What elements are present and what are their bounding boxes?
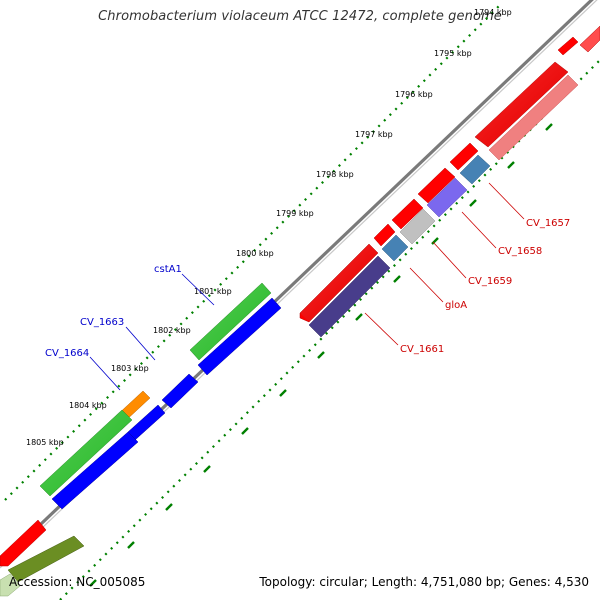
tick-label: 1805 kbp — [26, 438, 64, 447]
major-ticks — [89, 123, 553, 587]
tick-label: 1802 kbp — [153, 326, 191, 335]
accession-label: Accession: NC_005085 — [9, 575, 146, 589]
cds-forward-4[interactable] — [417, 167, 456, 204]
cds-reverse-9[interactable] — [7, 535, 85, 583]
tick-label: 1796 kbp — [395, 90, 433, 99]
tick-labels: 1794 kbp 1795 kbp 1796 kbp 1797 kbp 1798… — [26, 8, 512, 447]
tick-label: 1795 kbp — [434, 49, 472, 58]
tick-label: 1798 kbp — [316, 170, 354, 179]
tick-label: 1794 kbp — [474, 8, 512, 17]
gene-label-CV_1663[interactable]: CV_1663 — [80, 317, 124, 328]
tick-label: 1797 kbp — [355, 130, 393, 139]
cds-forward-5[interactable] — [391, 198, 424, 230]
cds-class-7[interactable] — [308, 255, 391, 338]
cds-class-3[interactable] — [459, 154, 491, 185]
map-title: Chromobacterium violaceum ATCC 12472, co… — [98, 9, 502, 24]
gene-label-gloA[interactable]: gloA — [445, 300, 467, 311]
cds-class-2[interactable] — [488, 74, 579, 161]
genome-summary: Topology: circular; Length: 4,751,080 bp… — [259, 575, 589, 589]
cds-reverse-7[interactable] — [51, 431, 139, 510]
gene-label-CV_1657[interactable]: CV_1657 — [526, 218, 570, 229]
cds-forward-1[interactable] — [557, 36, 579, 56]
reverse-gene-labels — [364, 182, 525, 346]
cds-highlight — [40, 62, 568, 496]
forward-class-track — [308, 25, 600, 338]
gene-label-CV_1658[interactable]: CV_1658 — [498, 246, 542, 257]
tick-label: 1803 kbp — [111, 364, 149, 373]
cds-reverse-2[interactable] — [197, 297, 282, 376]
cds-reverse-8[interactable] — [0, 519, 47, 567]
cds-reverse-10[interactable] — [0, 573, 21, 597]
cds-class-1[interactable] — [579, 25, 600, 53]
cds-class-4[interactable] — [426, 177, 468, 218]
tick-label: 1801 kbp — [194, 287, 232, 296]
tick-label: 1804 kbp — [69, 401, 107, 410]
cds-reverse-3[interactable] — [161, 373, 199, 409]
gene-label-CV_1659[interactable]: CV_1659 — [468, 276, 512, 287]
cds-class-5[interactable] — [399, 208, 436, 245]
gene-label-CV_1661[interactable]: CV_1661 — [400, 344, 444, 355]
tick-label: 1800 kbp — [236, 249, 274, 258]
cds-forward-6[interactable] — [373, 223, 396, 247]
tick-label: 1799 kbp — [276, 209, 314, 218]
gene-label-cstA1[interactable]: cstA1 — [154, 264, 182, 275]
cds-class-6[interactable] — [381, 234, 409, 262]
gene-label-CV_1664[interactable]: CV_1664 — [45, 348, 89, 359]
cds-forward-3[interactable] — [449, 142, 479, 171]
forward-gene-labels — [89, 273, 215, 391]
